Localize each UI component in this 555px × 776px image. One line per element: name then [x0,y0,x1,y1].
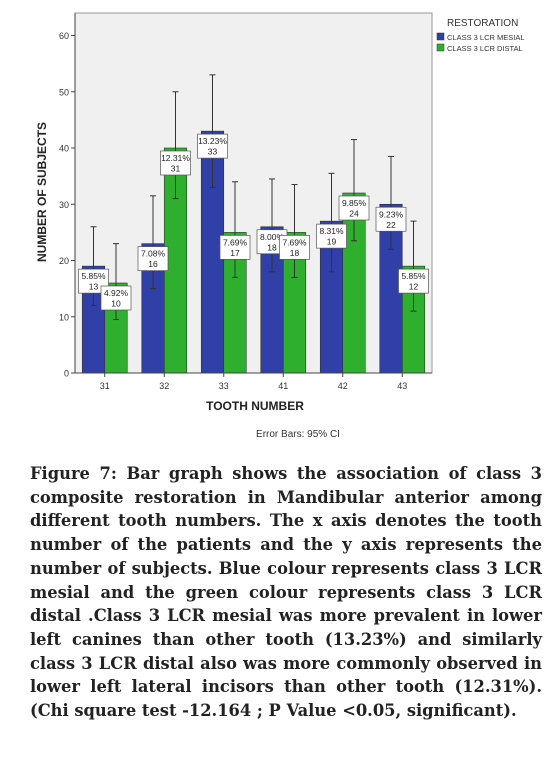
data-label-count: 31 [171,164,181,174]
data-label-count: 33 [208,147,218,157]
legend-label: CLASS 3 LCR DISTAL [447,44,523,53]
data-label-box [160,150,191,176]
data-label-percent: 5.85% [401,271,426,281]
data-label-box [398,268,429,294]
data-label-box [316,223,347,249]
data-label-count: 18 [267,242,277,252]
error-bars-note: Error Bars: 95% CI [256,429,340,440]
y-axis-title: NUMBER OF SUBJECTS [35,122,49,262]
legend-label: CLASS 3 LCR MESIAL [447,33,525,42]
data-label-percent: 12.31% [161,153,190,163]
legend-swatch [436,32,445,41]
data-label-percent: 5.85% [81,271,106,281]
y-tick-label: 20 [59,256,69,266]
y-tick-label: 10 [59,312,69,322]
legend-swatch [436,43,445,52]
data-label-percent: 8.00% [260,232,285,242]
data-label-count: 10 [111,299,121,309]
bar-chart: 5.85% 13 4.92% 10 7.08% 16 12.31% 31 13.23% 33 7.6… [35,12,525,440]
x-tick-label: 41 [278,381,288,391]
x-tick-label: 32 [159,381,169,391]
data-label-percent: 7.08% [141,249,166,259]
data-label-count: 22 [386,220,396,230]
x-tick-label: 33 [219,381,229,391]
x-tick-label: 42 [338,381,348,391]
data-label-count: 17 [230,248,240,258]
data-label-percent: 7.69% [282,237,307,247]
data-label-box [219,235,251,260]
plot-area [74,12,433,374]
data-label-box [197,133,228,159]
data-label-percent: 13.23% [198,136,227,146]
data-label-count: 19 [327,237,337,247]
data-label-count: 24 [349,209,359,219]
data-label-box [279,235,310,260]
data-label-percent: 8.31% [319,226,344,236]
data-label-count: 13 [89,282,99,292]
data-label-box [375,206,407,232]
legend: RESTORATION CLASS 3 LCR MESIAL CLASS 3 LC… [436,18,525,53]
data-label-box [100,285,132,311]
figure-caption: Figure 7: Bar graph shows the associatio… [30,464,542,721]
data-label-percent: 9.85% [342,198,367,208]
legend-title: RESTORATION [447,18,518,29]
data-label-percent: 4.92% [104,288,129,298]
data-label-box [137,246,169,271]
data-label-count: 18 [290,248,300,258]
x-tick-label: 43 [397,381,407,391]
x-tick-label: 31 [100,381,110,391]
x-axis-title: TOOTH NUMBER [206,399,304,413]
data-label-percent: 7.69% [223,237,248,247]
y-tick-label: 0 [64,369,69,379]
y-tick-label: 30 [59,200,69,210]
data-label-count: 16 [148,259,158,269]
chart-svg: 5.85%134.92%107.08%1612.31%3113.23%337.6… [35,12,525,440]
y-tick-label: 40 [59,144,69,154]
data-label-count: 12 [409,282,419,292]
y-tick-label: 60 [59,31,69,41]
data-label-box [338,195,370,221]
data-label-percent: 9.23% [379,209,404,219]
y-tick-label: 50 [59,87,69,97]
